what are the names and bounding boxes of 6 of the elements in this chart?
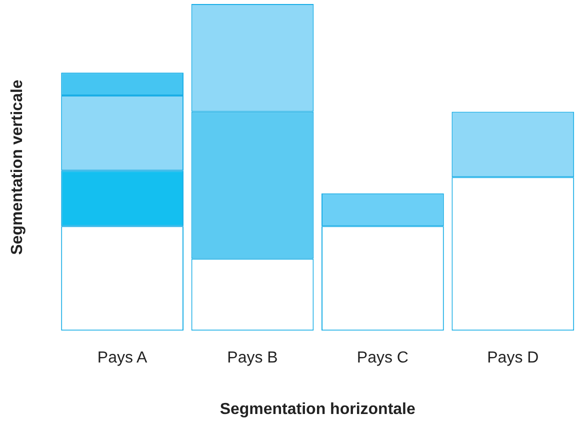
x-tick-label: Pays C xyxy=(356,350,408,367)
x-tick-label: Pays B xyxy=(227,350,278,367)
x-tick-label: Pays D xyxy=(487,350,539,367)
x-axis-title: Segmentation horizontale xyxy=(220,400,416,418)
x-tick-label: Pays A xyxy=(97,350,148,367)
y-axis-title: Segmentation verticale xyxy=(9,80,26,255)
